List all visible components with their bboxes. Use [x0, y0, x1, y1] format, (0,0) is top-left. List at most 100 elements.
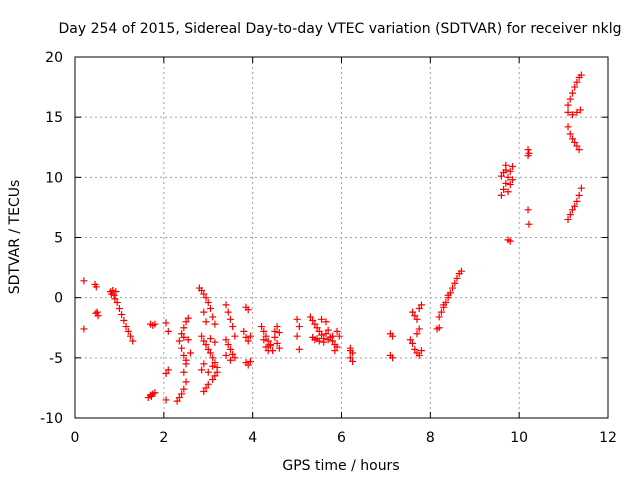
data-point	[175, 337, 183, 345]
data-point	[118, 311, 126, 319]
data-point	[346, 354, 354, 362]
data-point	[411, 312, 419, 320]
data-point	[200, 360, 208, 368]
data-point	[568, 111, 576, 119]
data-points	[80, 71, 585, 405]
data-point	[226, 345, 234, 353]
data-point	[506, 167, 514, 175]
data-point	[222, 336, 230, 344]
data-point	[198, 286, 206, 294]
data-point	[184, 314, 192, 322]
data-point	[497, 172, 505, 180]
y-tick-label: 15	[45, 110, 63, 126]
data-point	[93, 308, 101, 316]
data-point	[204, 380, 212, 388]
data-point	[577, 71, 585, 79]
data-point	[222, 351, 230, 359]
data-point	[92, 309, 100, 317]
data-point	[182, 356, 190, 364]
data-point	[415, 304, 423, 312]
x-tick-label: 4	[248, 430, 257, 446]
data-point	[444, 291, 452, 299]
data-point	[186, 349, 194, 357]
data-point	[246, 357, 254, 365]
data-point	[500, 185, 508, 193]
data-point	[209, 362, 217, 370]
data-point	[313, 335, 321, 343]
data-point	[200, 337, 208, 345]
data-point	[564, 108, 572, 116]
data-point	[226, 356, 234, 364]
data-point	[224, 308, 232, 316]
data-point	[568, 89, 576, 97]
data-point	[178, 330, 186, 338]
data-point	[564, 215, 572, 223]
data-point	[180, 324, 188, 332]
data-point	[206, 304, 214, 312]
data-point	[246, 332, 254, 340]
data-point	[417, 301, 425, 309]
data-point	[224, 341, 232, 349]
data-point	[406, 336, 414, 344]
data-point	[173, 397, 181, 405]
data-point	[389, 354, 397, 362]
data-point	[211, 372, 219, 380]
y-tick-label: -5	[49, 351, 63, 367]
data-point	[222, 301, 230, 309]
chart-title: Day 254 of 2015, Sidereal Day-to-day VTE…	[59, 21, 622, 37]
data-point	[329, 332, 337, 340]
data-point	[504, 188, 512, 196]
data-point	[180, 351, 188, 359]
y-tick-label: 10	[45, 170, 63, 186]
data-point	[112, 288, 120, 296]
data-point	[502, 179, 510, 187]
data-point	[209, 375, 217, 383]
data-point	[573, 142, 581, 150]
data-point	[80, 325, 88, 333]
data-point	[266, 342, 274, 350]
data-point	[449, 284, 457, 292]
data-point	[313, 324, 321, 332]
x-tick-label: 0	[71, 430, 80, 446]
data-point	[127, 332, 135, 340]
data-point	[568, 206, 576, 214]
data-point	[346, 347, 354, 355]
x-tick-label: 6	[337, 430, 346, 446]
data-point	[124, 327, 132, 335]
data-point	[417, 347, 425, 355]
data-point	[226, 315, 234, 323]
data-point	[413, 315, 421, 323]
data-point	[264, 337, 272, 345]
data-point	[200, 290, 208, 298]
data-point	[306, 313, 314, 321]
data-point	[437, 308, 445, 316]
data-point	[571, 202, 579, 210]
y-tick-label: 20	[45, 50, 63, 66]
data-point	[115, 304, 123, 312]
data-point	[577, 184, 585, 192]
data-point	[204, 345, 212, 353]
data-point	[162, 319, 170, 327]
data-point	[260, 327, 268, 335]
data-point	[293, 315, 301, 323]
data-point	[453, 274, 461, 282]
data-point	[211, 320, 219, 328]
data-point	[204, 368, 212, 376]
data-point	[293, 332, 301, 340]
data-point	[573, 78, 581, 86]
data-point	[180, 385, 188, 393]
y-tick-label: -10	[40, 411, 63, 427]
data-point	[231, 354, 239, 362]
data-point	[335, 332, 343, 340]
data-point	[497, 191, 505, 199]
data-point	[211, 338, 219, 346]
x-tick-label: 12	[599, 430, 617, 446]
data-point	[524, 152, 532, 160]
data-point	[573, 197, 581, 205]
data-point	[576, 106, 584, 114]
data-point	[175, 394, 183, 402]
data-point	[509, 176, 517, 184]
data-point	[295, 323, 303, 331]
data-point	[271, 327, 279, 335]
data-point	[409, 308, 417, 316]
